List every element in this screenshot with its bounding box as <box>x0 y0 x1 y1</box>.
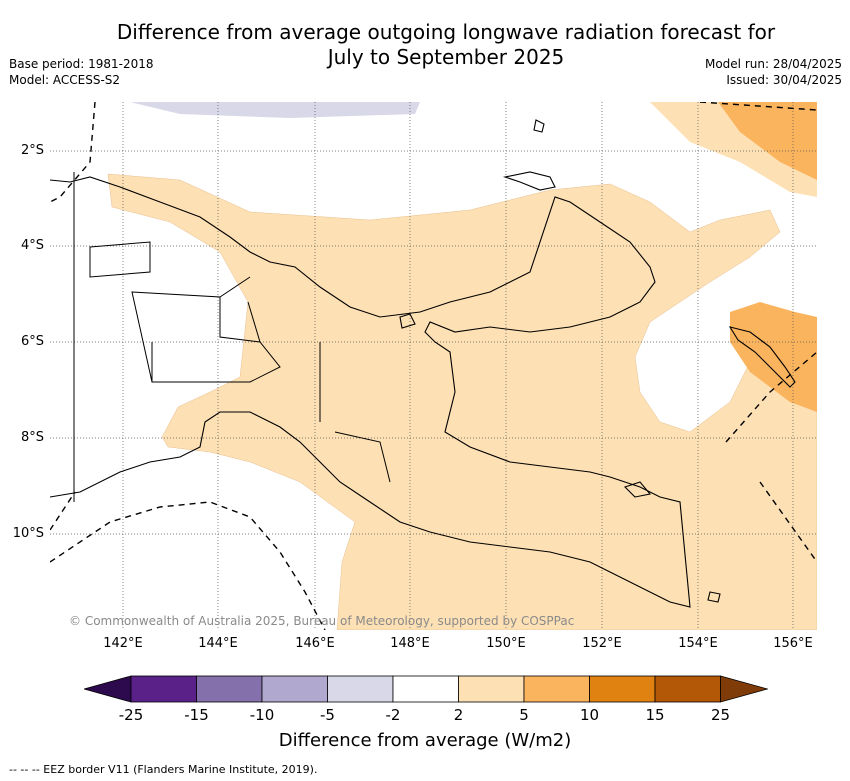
model-run: Model run: 28/04/2025 <box>704 57 842 71</box>
colorbar-cell <box>458 675 525 703</box>
eez-note: -- -- -- EEZ border V11 (Flanders Marine… <box>9 763 318 776</box>
colorbar-cell <box>196 675 263 703</box>
graticule <box>50 102 817 630</box>
lon-label-156e: 156°E <box>773 636 813 651</box>
colorbar-tick-label: -25 <box>118 706 144 724</box>
negative-anomaly-region <box>130 102 420 118</box>
lon-label-148e: 148°E <box>390 636 430 651</box>
colorbar-tick-label: -10 <box>249 706 275 724</box>
colorbar-cell <box>523 675 590 703</box>
colorbar-tick-label: 10 <box>579 706 600 724</box>
colorbar-tick-label: -5 <box>320 706 335 724</box>
colorbar-cell <box>589 675 656 703</box>
colorbar-cell <box>261 675 328 703</box>
eez-borders <box>50 102 817 630</box>
meta-left: Base period: 1981-2018 Model: ACCESS-S2 <box>9 56 154 88</box>
meta-right: Model run: 28/04/2025 Issued: 30/04/2025 <box>705 56 842 88</box>
copyright-notice: © Commonwealth of Australia 2025, Bureau… <box>69 614 575 628</box>
lat-label-8s: 8°S <box>20 430 44 445</box>
lon-label-144e: 144°E <box>198 636 238 651</box>
positive-anomaly-2-5 <box>107 173 817 630</box>
colorbar-extend-high <box>720 675 768 703</box>
positive-anomaly-5-10-ne <box>718 102 817 180</box>
lon-label-146e: 146°E <box>295 636 335 651</box>
model-name: Model: ACCESS-S2 <box>9 73 121 87</box>
lat-label-10s: 10°S <box>12 526 44 541</box>
admin-borders <box>73 172 391 502</box>
colorbar-tick-label: -15 <box>184 706 209 724</box>
map-panel <box>50 102 817 630</box>
base-period: Base period: 1981-2018 <box>9 57 154 71</box>
lon-label-152e: 152°E <box>582 636 622 651</box>
lon-label-142e: 142°E <box>103 636 143 651</box>
colorbar-tick-label: 2 <box>453 706 464 724</box>
colorbar-title: Difference from average (W/m2) <box>278 730 572 751</box>
colorbar-cell <box>392 675 459 703</box>
issued-date: Issued: 30/04/2025 <box>726 73 842 87</box>
colorbar-tick-label: 15 <box>645 706 665 724</box>
colorbar <box>84 675 768 703</box>
lat-label-4s: 4°S <box>20 238 44 253</box>
colorbar-cell <box>130 675 197 703</box>
title-line-1: Difference from average outgoing longwav… <box>116 20 776 44</box>
coastlines <box>50 119 796 608</box>
positive-anomaly-5-10-e <box>730 302 817 412</box>
page-title: Difference from average outgoing longwav… <box>90 20 802 70</box>
map-canvas <box>50 102 817 630</box>
lon-label-154e: 154°E <box>678 636 718 651</box>
lon-label-150e: 150°E <box>486 636 526 651</box>
colorbar-tick-label: 5 <box>519 706 529 724</box>
lat-label-6s: 6°S <box>20 334 44 349</box>
colorbar-cell <box>327 675 394 703</box>
colorbar-tick-label: -2 <box>385 706 401 724</box>
colorbar-tick-label: 25 <box>710 706 731 724</box>
colorbar-cell <box>654 675 721 703</box>
colorbar-extend-low <box>84 675 132 703</box>
title-line-2: July to September 2025 <box>327 45 565 69</box>
lat-label-2s: 2°S <box>20 143 44 158</box>
